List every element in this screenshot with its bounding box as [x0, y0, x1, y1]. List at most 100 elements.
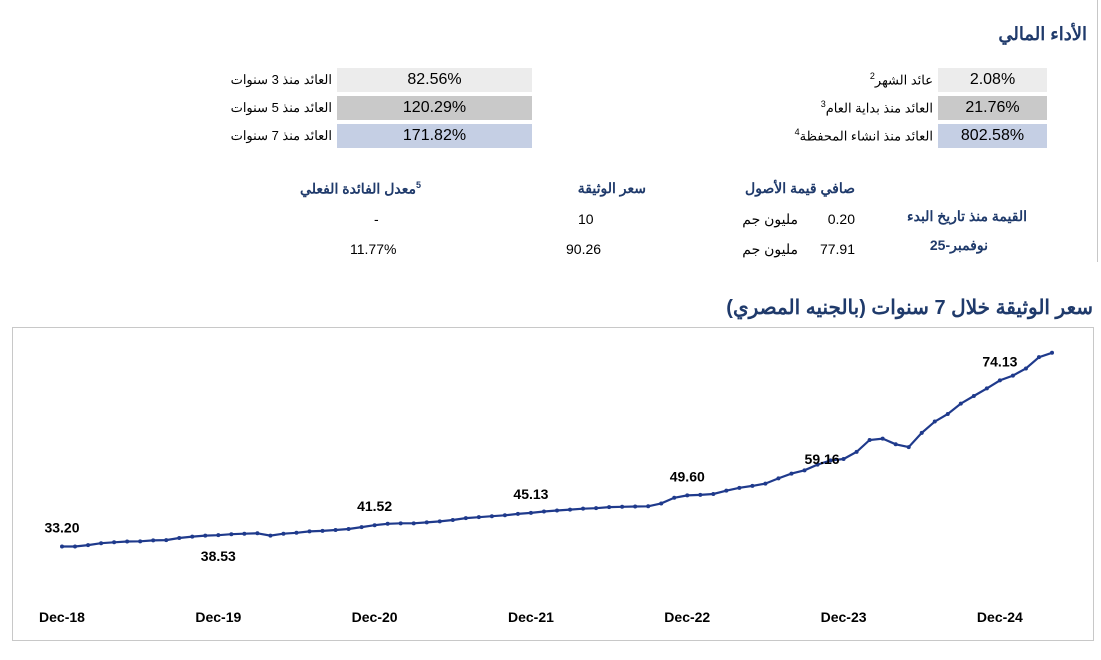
- data-point: [607, 505, 612, 510]
- data-point: [138, 539, 143, 544]
- data-point: [424, 520, 429, 525]
- data-point: [60, 544, 64, 549]
- data-point: [659, 501, 664, 506]
- data-point: [828, 458, 833, 463]
- data-point: [333, 527, 338, 532]
- x-tick-label: Dec-23: [821, 609, 867, 625]
- data-point: [112, 540, 117, 545]
- data-point: [242, 531, 247, 536]
- data-point: [919, 430, 924, 435]
- data-point: [385, 521, 390, 526]
- x-tick-label: Dec-20: [352, 609, 398, 625]
- data-point: [763, 481, 768, 486]
- data-label: 74.13: [982, 353, 1017, 369]
- data-point: [854, 449, 859, 454]
- date-label: نوفمبر-25: [929, 237, 988, 253]
- return-right-value-3: 802.58%: [938, 124, 1047, 148]
- data-point: [86, 543, 91, 548]
- data-point: [698, 492, 703, 497]
- data-label: 33.20: [44, 520, 79, 536]
- price-series-line: [62, 351, 1053, 548]
- data-point: [997, 378, 1002, 383]
- data-label: 45.13: [513, 486, 548, 502]
- return-left-label-1: العائد منذ 3 سنوات: [230, 72, 332, 87]
- data-point: [1036, 355, 1041, 360]
- data-label: 49.60: [670, 468, 705, 484]
- data-point: [568, 507, 573, 512]
- data-point: [685, 493, 690, 498]
- data-point: [515, 511, 520, 516]
- data-point: [789, 471, 794, 476]
- data-point: [750, 483, 755, 488]
- net-assets-unit-1: مليون جم: [742, 211, 798, 227]
- data-point: [802, 468, 807, 473]
- return-right-label-2: العائد منذ بداية العام3: [820, 99, 933, 116]
- data-point: [906, 445, 911, 450]
- data-point: [281, 531, 286, 536]
- data-point: [398, 521, 403, 526]
- data-point: [372, 523, 377, 528]
- data-point: [594, 506, 599, 511]
- data-point: [463, 516, 468, 521]
- x-tick-label: Dec-19: [195, 609, 241, 625]
- data-point: [268, 533, 273, 538]
- data-point: [255, 531, 260, 536]
- data-point: [841, 456, 846, 461]
- yield-value-2: 11.77%: [350, 241, 397, 257]
- data-point: [620, 504, 625, 509]
- since-start-label: القيمة منذ تاريخ البدء: [907, 208, 1027, 224]
- data-point: [99, 541, 104, 546]
- return-right-label-1: عائد الشهر2: [869, 71, 933, 88]
- return-right-value-1: 2.08%: [938, 68, 1047, 92]
- data-point: [294, 530, 299, 535]
- data-point: [867, 438, 872, 443]
- data-point: [203, 533, 208, 538]
- yield-footnote: 5: [415, 180, 421, 190]
- price-value-2: 90.26: [566, 241, 602, 257]
- chart-frame: [12, 327, 1094, 641]
- data-point: [177, 536, 182, 540]
- data-point: [945, 411, 950, 416]
- data-point: [646, 504, 651, 509]
- net-assets-header: صافي قيمة الأصول: [745, 180, 855, 196]
- data-point: [555, 508, 559, 513]
- price-header: سعر الوثيقة: [577, 180, 646, 196]
- data-point: [672, 495, 677, 500]
- data-point: [737, 485, 742, 490]
- return-left-value-3: 171.82%: [337, 124, 532, 148]
- data-point: [216, 533, 221, 538]
- data-point: [1010, 373, 1015, 378]
- data-point: [164, 538, 169, 543]
- data-point: [815, 462, 820, 467]
- data-point: [411, 521, 416, 526]
- data-point: [633, 504, 638, 509]
- data-label: 38.53: [201, 548, 236, 564]
- data-point: [320, 528, 325, 533]
- data-point: [528, 510, 533, 515]
- data-point: [125, 539, 130, 544]
- return-left-label-3: العائد منذ 7 سنوات: [230, 128, 332, 143]
- data-point: [73, 544, 78, 549]
- yield-header: 5معدل الفائدة الفعلي: [300, 180, 421, 197]
- data-point: [346, 527, 351, 532]
- data-point: [437, 519, 442, 524]
- chart-title: سعر الوثيقة خلال 7 سنوات (بالجنيه المصري…: [726, 297, 1093, 319]
- data-point: [581, 506, 586, 511]
- data-point: [932, 419, 937, 424]
- data-point: [984, 386, 989, 391]
- return-right-value-2: 21.76%: [938, 96, 1047, 120]
- data-point: [450, 518, 455, 523]
- x-tick-label: Dec-24: [977, 609, 1023, 625]
- data-label: 59.16: [805, 451, 840, 467]
- return-right-label-3: العائد منذ انشاء المحفظة4: [794, 127, 933, 144]
- data-point: [229, 532, 234, 537]
- x-tick-label: Dec-22: [664, 609, 710, 625]
- data-point: [359, 525, 364, 530]
- yield-value-1: -: [374, 211, 379, 227]
- net-assets-unit-2: مليون جم: [742, 241, 798, 257]
- data-point: [880, 436, 885, 441]
- x-tick-label: Dec-21: [508, 609, 554, 625]
- data-label: 41.52: [357, 498, 392, 514]
- x-tick-label: Dec-18: [39, 609, 85, 625]
- net-assets-value-1: 0.20: [827, 211, 855, 227]
